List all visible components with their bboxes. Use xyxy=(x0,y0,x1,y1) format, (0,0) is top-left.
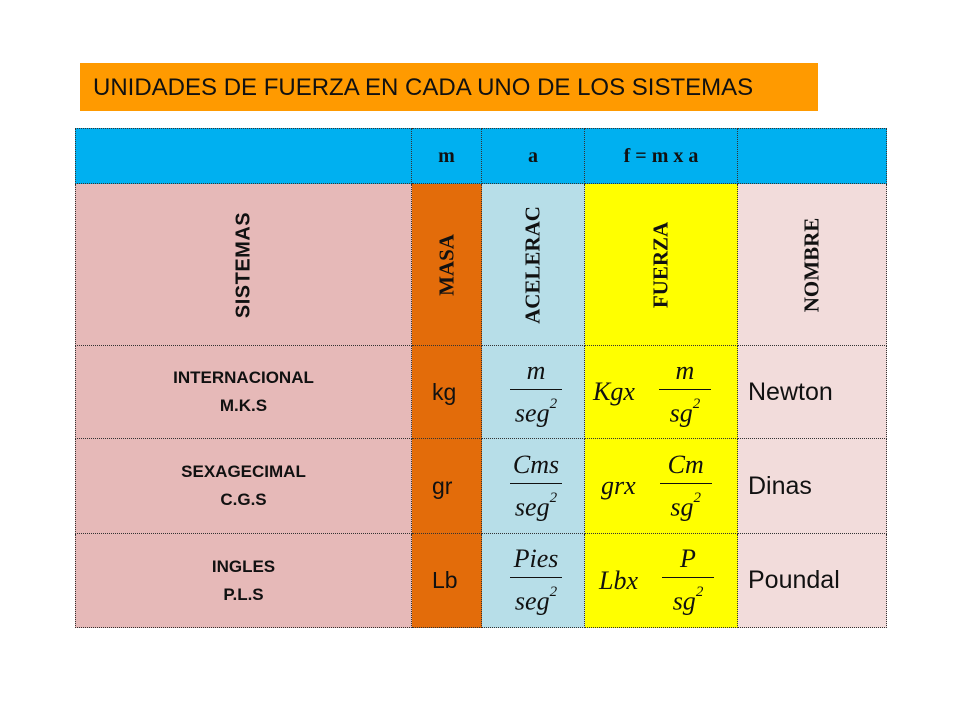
label-masa: MASA xyxy=(434,233,458,296)
force-numerator: Cm xyxy=(667,449,704,479)
force-prefix: Lbx xyxy=(599,565,638,595)
force-unit-cell: grx Cm sg2 xyxy=(585,439,738,534)
force-exponent: 2 xyxy=(695,584,704,601)
system-abbr: C.G.S xyxy=(220,490,267,509)
force-prefix: grx xyxy=(601,471,636,500)
system-name: SEXAGECIMAL xyxy=(181,462,306,481)
slide-title: UNIDADES DE FUERZA EN CADA UNO DE LOS SI… xyxy=(80,63,818,111)
accel-denominator: seg xyxy=(514,398,550,428)
header-cell-name xyxy=(738,128,887,184)
accel-exponent: 2 xyxy=(549,584,558,601)
system-name: INGLES xyxy=(211,556,276,576)
header-cell-m: m xyxy=(412,128,482,184)
force-numerator: m xyxy=(675,355,695,385)
label-cell-aceleracion: ACELERAC xyxy=(482,184,585,346)
accel-fraction: m seg2 xyxy=(510,356,562,429)
accel-unit-cell: m seg2 xyxy=(482,346,585,439)
label-cell-sistemas: SISTEMAS xyxy=(75,184,412,346)
accel-fraction: Cms seg2 xyxy=(510,450,562,523)
accel-denominator: seg xyxy=(514,586,550,616)
accel-exponent: 2 xyxy=(549,489,558,506)
header-cell-formula: f = m x a xyxy=(585,128,738,184)
mass-unit-cell: kg xyxy=(412,346,482,439)
system-cell: INTERNACIONAL M.K.S xyxy=(75,346,412,439)
label-cell-nombre: NOMBRE xyxy=(738,184,887,346)
header-cell-systems xyxy=(75,128,412,184)
force-denominator: sg xyxy=(669,398,693,428)
system-cell: INGLES P.L.S xyxy=(75,534,412,628)
force-exponent: 2 xyxy=(692,395,701,412)
label-cell-masa: MASA xyxy=(412,184,482,346)
label-fuerza: FUERZA xyxy=(648,221,673,308)
label-cell-fuerza: FUERZA xyxy=(585,184,738,346)
force-denominator: sg xyxy=(672,586,696,616)
accel-numerator: m xyxy=(526,355,546,385)
unit-name: Dinas xyxy=(748,471,812,500)
force-prefix: Kgx xyxy=(593,377,635,406)
units-table: m a f = m x a SISTEMAS MASA ACELERAC FUE… xyxy=(75,128,887,628)
label-nombre: NOMBRE xyxy=(799,217,824,312)
accel-exponent: 2 xyxy=(549,395,558,412)
accel-unit-cell: Cms seg2 xyxy=(482,439,585,534)
force-exponent: 2 xyxy=(693,489,701,506)
mass-unit-cell: gr xyxy=(412,439,482,534)
mass-unit-cell: Lb xyxy=(412,534,482,628)
mass-unit: Lb xyxy=(432,567,458,593)
system-abbr: P.L.S xyxy=(223,584,264,604)
unit-name: Poundal xyxy=(748,566,840,594)
unit-name-cell: Dinas xyxy=(738,439,887,534)
force-unit-cell: Lbx P sg2 xyxy=(585,534,738,628)
accel-unit-cell: Pies seg2 xyxy=(482,534,585,628)
mass-unit: gr xyxy=(432,472,453,499)
label-sistemas: SISTEMAS xyxy=(232,211,254,318)
system-cell: SEXAGECIMAL C.G.S xyxy=(75,439,412,534)
force-unit-cell: Kgx m sg2 xyxy=(585,346,738,439)
accel-numerator: Pies xyxy=(513,544,559,574)
force-fraction: Cm sg2 xyxy=(659,449,712,523)
unit-name: Newton xyxy=(748,377,833,406)
mass-unit: kg xyxy=(432,378,457,405)
accel-numerator: Cms xyxy=(512,449,560,479)
header-cell-a: a xyxy=(482,128,585,184)
system-name: INTERNACIONAL xyxy=(173,368,314,387)
force-numerator: P xyxy=(680,544,696,574)
force-fraction: m sg2 xyxy=(658,355,711,429)
accel-denominator: seg xyxy=(514,492,550,522)
label-aceleracion: ACELERAC xyxy=(520,205,545,324)
accel-fraction: Pies seg2 xyxy=(510,544,562,617)
system-abbr: M.K.S xyxy=(219,396,268,415)
force-fraction: P sg2 xyxy=(662,544,714,617)
unit-name-cell: Poundal xyxy=(738,534,887,628)
force-denominator: sg xyxy=(670,492,694,522)
unit-name-cell: Newton xyxy=(738,346,887,439)
